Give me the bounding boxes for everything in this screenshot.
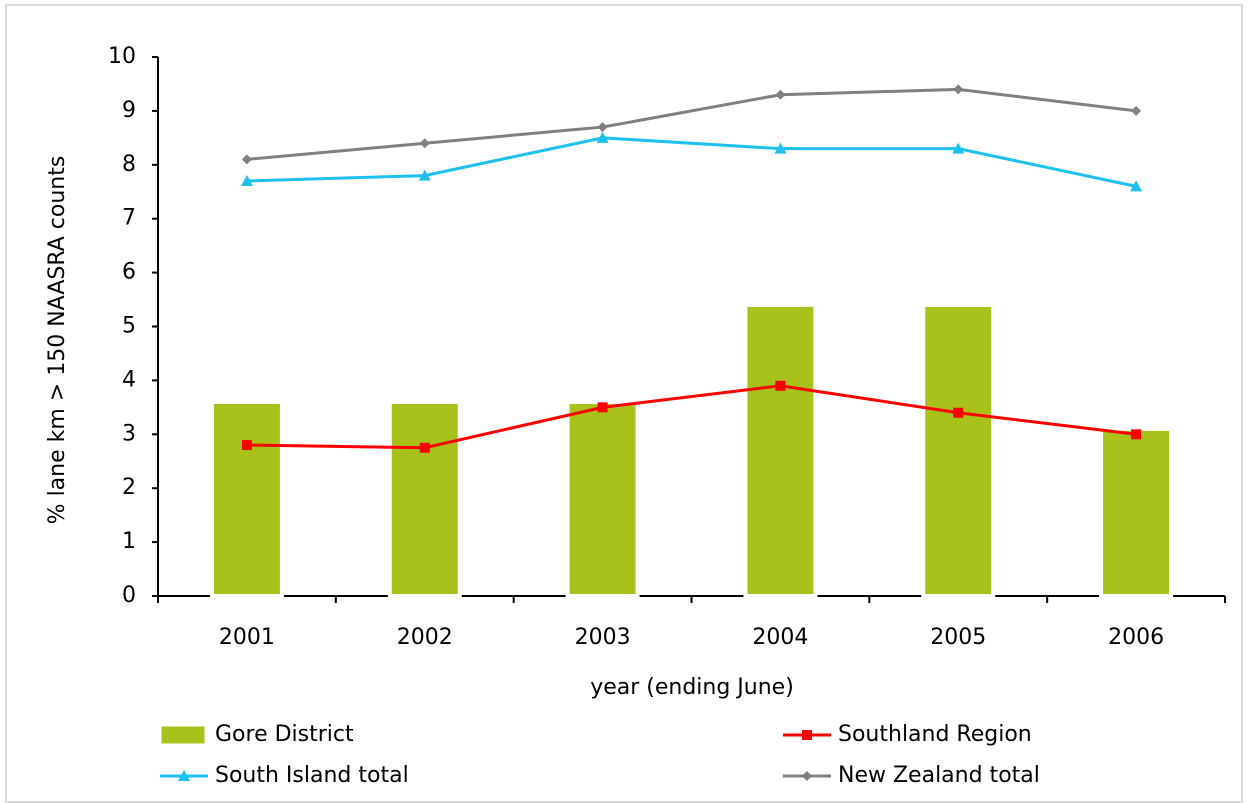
legend-label: Southland Region <box>838 722 1032 747</box>
point <box>419 138 430 149</box>
line <box>246 87 1137 161</box>
line <box>246 136 1137 188</box>
bar <box>1099 426 1174 598</box>
x-tick-label: 2001 <box>219 625 275 650</box>
point <box>597 122 608 133</box>
point <box>419 442 430 453</box>
line <box>246 384 1137 450</box>
bar <box>743 302 818 598</box>
point <box>952 142 965 154</box>
x-tick-label: 2003 <box>575 625 631 650</box>
point <box>1130 180 1143 192</box>
point <box>775 380 786 391</box>
point <box>1131 105 1142 116</box>
y-tick-label: 2 <box>122 475 136 500</box>
y-tick-label: 9 <box>122 98 136 123</box>
legend-label: New Zealand total <box>838 763 1040 788</box>
legend-label: South Island total <box>215 763 409 788</box>
x-axis-label: year (ending June) <box>590 675 794 700</box>
point <box>240 174 253 186</box>
legend-marker <box>802 771 812 781</box>
bar <box>921 302 996 598</box>
legend-marker <box>802 730 812 740</box>
point <box>774 142 787 154</box>
point <box>418 169 431 181</box>
bar <box>565 399 640 598</box>
point <box>596 131 609 143</box>
y-tick-label: 0 <box>122 583 136 608</box>
bar <box>209 399 284 598</box>
point <box>241 440 252 451</box>
point <box>1131 429 1142 440</box>
y-tick-label: 6 <box>122 260 136 285</box>
point <box>953 407 964 418</box>
point <box>775 89 786 100</box>
legend-marker <box>178 770 190 781</box>
legend-label: Gore District <box>215 722 354 747</box>
y-tick-label: 8 <box>122 152 136 177</box>
y-tick-label: 4 <box>122 367 136 392</box>
legend-swatch <box>158 723 208 747</box>
y-tick-label: 1 <box>122 529 136 554</box>
x-tick-label: 2002 <box>397 625 453 650</box>
x-tick-label: 2004 <box>752 625 808 650</box>
y-tick-label: 7 <box>122 206 136 231</box>
x-tick-label: 2005 <box>930 625 986 650</box>
y-axis-label: % lane km > 150 NAASRA counts <box>45 155 70 525</box>
point <box>597 402 608 413</box>
y-tick-label: 3 <box>122 421 136 446</box>
x-tick-label: 2006 <box>1108 625 1164 650</box>
point <box>241 154 252 165</box>
y-tick-label: 5 <box>122 314 136 339</box>
point <box>953 84 964 95</box>
bar <box>387 399 462 598</box>
y-tick-label: 10 <box>108 44 136 69</box>
